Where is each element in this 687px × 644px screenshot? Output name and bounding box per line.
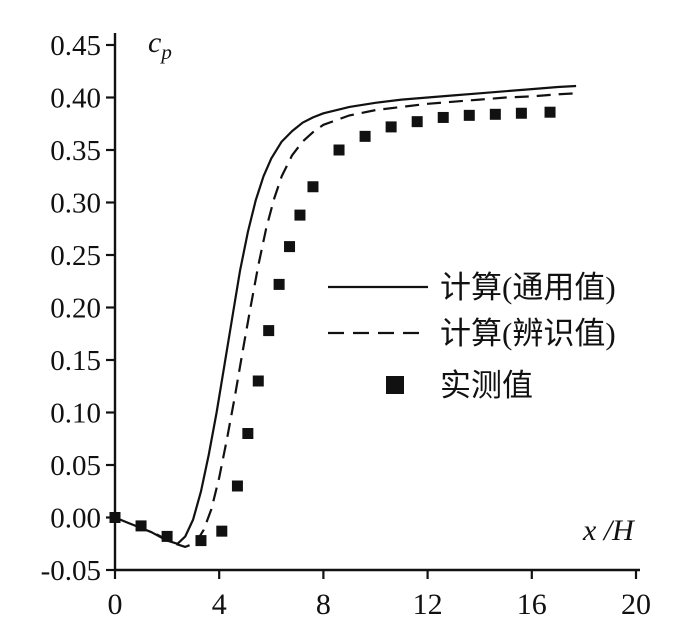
legend-label: 实测值	[440, 368, 533, 403]
legend-label: 计算(通用值)	[440, 270, 616, 305]
data-point-square	[195, 535, 207, 547]
series-square-markers	[109, 106, 556, 547]
data-point-square	[242, 428, 254, 439]
x-tick-label: 16	[517, 588, 547, 621]
data-point-square	[333, 144, 345, 156]
data-point-square	[515, 107, 527, 119]
y-tick-label: 0.30	[50, 188, 101, 220]
data-line-solid	[114, 84, 577, 545]
data-point-square	[263, 325, 275, 337]
y-tick-label: -0.05	[41, 555, 101, 587]
axes	[113, 33, 640, 572]
y-tick-label: 0.05	[50, 450, 101, 482]
data-point-square	[273, 278, 285, 290]
data-point-square	[294, 209, 306, 221]
data-point-square	[359, 130, 371, 142]
y-tick-label: 0.10	[50, 398, 101, 430]
data-point-square	[252, 375, 264, 387]
x-tick-label: 12	[413, 588, 443, 621]
x-tick-label: 0	[108, 588, 123, 621]
data-line-dashed	[156, 92, 577, 549]
y-tick-label: 0.00	[50, 503, 101, 535]
x-tick-labels: 0 4 8 12 16 20	[108, 570, 651, 621]
x-tick-label: 20	[621, 588, 651, 621]
y-tick-label: 0.15	[50, 345, 101, 377]
data-point-square	[109, 512, 121, 523]
legend-label: 计算(辨识值)	[440, 316, 616, 351]
data-point-square	[216, 525, 228, 537]
x-axis-title: x /H	[582, 514, 636, 547]
data-point-square	[161, 530, 173, 542]
y-tick-label: 0.35	[50, 135, 101, 167]
legend-square-sample	[386, 376, 404, 394]
y-tick-label: 0.40	[50, 83, 101, 115]
y-tick-label: 0.25	[50, 240, 101, 272]
series-solid	[114, 84, 577, 545]
data-point-square	[385, 121, 397, 133]
data-point-square	[307, 181, 319, 193]
x-tick-label: 4	[212, 588, 227, 621]
series-dashed	[156, 92, 577, 549]
data-point-square	[489, 108, 501, 120]
y-tick-label: 0.45	[50, 30, 101, 62]
y-axis-title: cp	[148, 26, 172, 64]
data-point-square	[437, 111, 449, 123]
data-point-square	[231, 480, 243, 492]
data-point-square	[411, 116, 423, 128]
data-point-square	[544, 106, 556, 118]
y-tick-label: 0.20	[50, 293, 101, 325]
data-point-square	[135, 520, 147, 532]
y-tick-labels: -0.05 0.00 0.05 0.10 0.15 0.20 0.25 0.30 0.35 0.4…	[41, 30, 115, 587]
legend: 计算(通用值) 计算(辨识值) 实测值	[328, 270, 616, 403]
x-tick-label: 8	[316, 588, 331, 621]
data-point-square	[463, 109, 475, 121]
data-point-square	[284, 241, 296, 253]
